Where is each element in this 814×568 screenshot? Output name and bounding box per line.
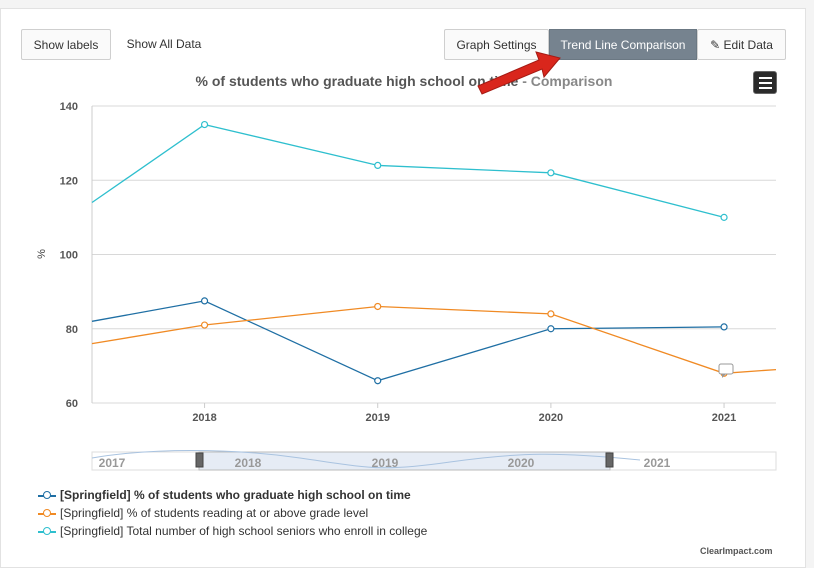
y-tick-label: 140 xyxy=(60,101,78,113)
edit-data-button[interactable]: ✎ Edit Data xyxy=(697,29,786,60)
legend-marker xyxy=(43,509,51,517)
edit-data-label: Edit Data xyxy=(723,38,773,52)
x-tick-label: 2018 xyxy=(192,412,216,424)
arrow-pointer-icon xyxy=(477,51,561,95)
hamburger-menu-icon[interactable] xyxy=(753,71,777,94)
data-point[interactable] xyxy=(547,169,555,177)
data-point[interactable] xyxy=(200,120,209,129)
navigator-label: 2018 xyxy=(235,456,262,470)
trend-line-comparison-button[interactable]: Trend Line Comparison xyxy=(549,29,697,60)
show-all-data-button[interactable]: Show All Data xyxy=(118,29,210,60)
comment-icon[interactable] xyxy=(718,363,734,378)
pencil-icon: ✎ xyxy=(710,38,721,52)
series-line-2 xyxy=(91,123,725,219)
chart-title-suffix: - Comparison xyxy=(518,73,612,89)
navigator-trend xyxy=(91,450,641,469)
legend-label: [Springfield] % of students who graduate… xyxy=(60,488,411,502)
data-point[interactable] xyxy=(200,297,209,305)
navigator-label: 2019 xyxy=(372,456,399,470)
data-point[interactable] xyxy=(547,310,555,318)
data-point[interactable] xyxy=(374,161,382,169)
x-tick-label: 2020 xyxy=(539,412,563,424)
y-tick-label: 120 xyxy=(60,175,78,187)
data-point[interactable] xyxy=(720,213,728,221)
chart-card xyxy=(0,8,806,568)
legend-label: [Springfield] Total number of high schoo… xyxy=(60,524,428,538)
x-tick-label: 2021 xyxy=(712,412,736,424)
navigator-handle[interactable] xyxy=(195,452,204,468)
navigator-label: 2017 xyxy=(99,456,126,470)
data-point[interactable] xyxy=(547,325,555,333)
navigator-label: 2020 xyxy=(508,456,535,470)
data-point[interactable] xyxy=(720,323,728,331)
show-labels-button[interactable]: Show labels xyxy=(21,29,111,60)
navigator-label: 2021 xyxy=(644,456,671,470)
credit-text: ClearImpact.com xyxy=(700,546,773,556)
y-axis-label: % xyxy=(36,249,48,259)
chart-title-main: % of students who graduate high school o… xyxy=(196,73,519,89)
legend-marker xyxy=(43,527,51,535)
y-tick-label: 80 xyxy=(66,324,78,336)
chart-title: % of students who graduate high school o… xyxy=(196,73,613,89)
data-point[interactable] xyxy=(200,321,209,329)
data-point[interactable] xyxy=(374,302,382,311)
graph-settings-button[interactable]: Graph Settings xyxy=(444,29,549,60)
data-point[interactable] xyxy=(374,377,382,385)
legend-marker xyxy=(43,491,51,499)
y-tick-label: 60 xyxy=(66,398,78,410)
legend-label: [Springfield] % of students reading at o… xyxy=(60,506,369,520)
x-tick-label: 2019 xyxy=(365,412,389,424)
navigator-handle[interactable] xyxy=(605,452,614,468)
y-tick-label: 100 xyxy=(60,250,78,262)
